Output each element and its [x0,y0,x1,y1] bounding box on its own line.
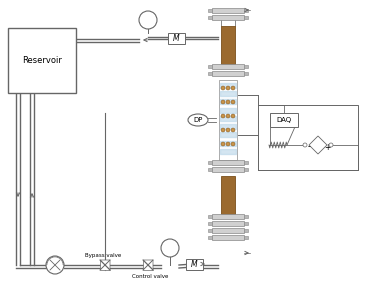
Bar [208,236,212,239]
Bar [212,15,244,20]
Circle shape [231,86,235,90]
Bar [221,176,235,214]
Bar [244,72,248,75]
Circle shape [226,86,230,90]
Bar [244,65,248,68]
Ellipse shape [188,114,208,126]
Polygon shape [143,260,153,270]
Text: Control valve: Control valve [132,274,168,280]
Circle shape [46,256,64,274]
Bar [212,8,244,13]
Bar [208,222,212,225]
Bar [208,161,212,164]
Bar [244,168,248,171]
Circle shape [221,142,225,146]
Circle shape [329,143,333,147]
Text: M: M [191,260,198,269]
Text: +: + [324,143,330,152]
Text: DAQ: DAQ [276,117,292,123]
Bar [244,236,248,239]
Bar [212,228,244,233]
Bar [244,16,248,19]
Bar [212,71,244,76]
Circle shape [221,114,225,118]
Text: M: M [173,34,180,43]
Bar [244,215,248,218]
Circle shape [226,128,230,132]
Circle shape [231,128,235,132]
Polygon shape [100,260,110,270]
Text: Bypass valve: Bypass valve [85,254,121,259]
Circle shape [231,114,235,118]
Bar [244,161,248,164]
Bar [212,214,244,219]
Text: Reservoir: Reservoir [22,56,62,65]
Bar [244,9,248,12]
Circle shape [231,142,235,146]
Circle shape [161,239,179,257]
Polygon shape [143,260,153,270]
Bar [212,235,244,240]
Bar [244,222,248,225]
Circle shape [226,100,230,104]
Bar [208,65,212,68]
Circle shape [221,128,225,132]
Bar [208,16,212,19]
Circle shape [226,114,230,118]
Circle shape [226,142,230,146]
Bar [244,229,248,232]
Bar [208,168,212,171]
Bar [219,80,237,160]
Circle shape [231,100,235,104]
Bar [212,160,244,165]
Bar [270,113,298,127]
Bar [208,215,212,218]
Bar [212,221,244,226]
Polygon shape [100,260,110,270]
Bar [258,105,358,170]
Bar [221,26,235,64]
Bar [208,9,212,12]
Bar [168,33,185,44]
Bar [212,167,244,172]
Circle shape [221,100,225,104]
Bar [208,72,212,75]
Polygon shape [309,136,327,154]
Circle shape [221,86,225,90]
Text: -: - [308,143,310,152]
Bar [186,259,203,270]
Text: DP: DP [193,117,203,123]
Bar [212,64,244,69]
Circle shape [139,11,157,29]
Bar [8,28,76,93]
Bar [208,229,212,232]
Circle shape [303,143,307,147]
